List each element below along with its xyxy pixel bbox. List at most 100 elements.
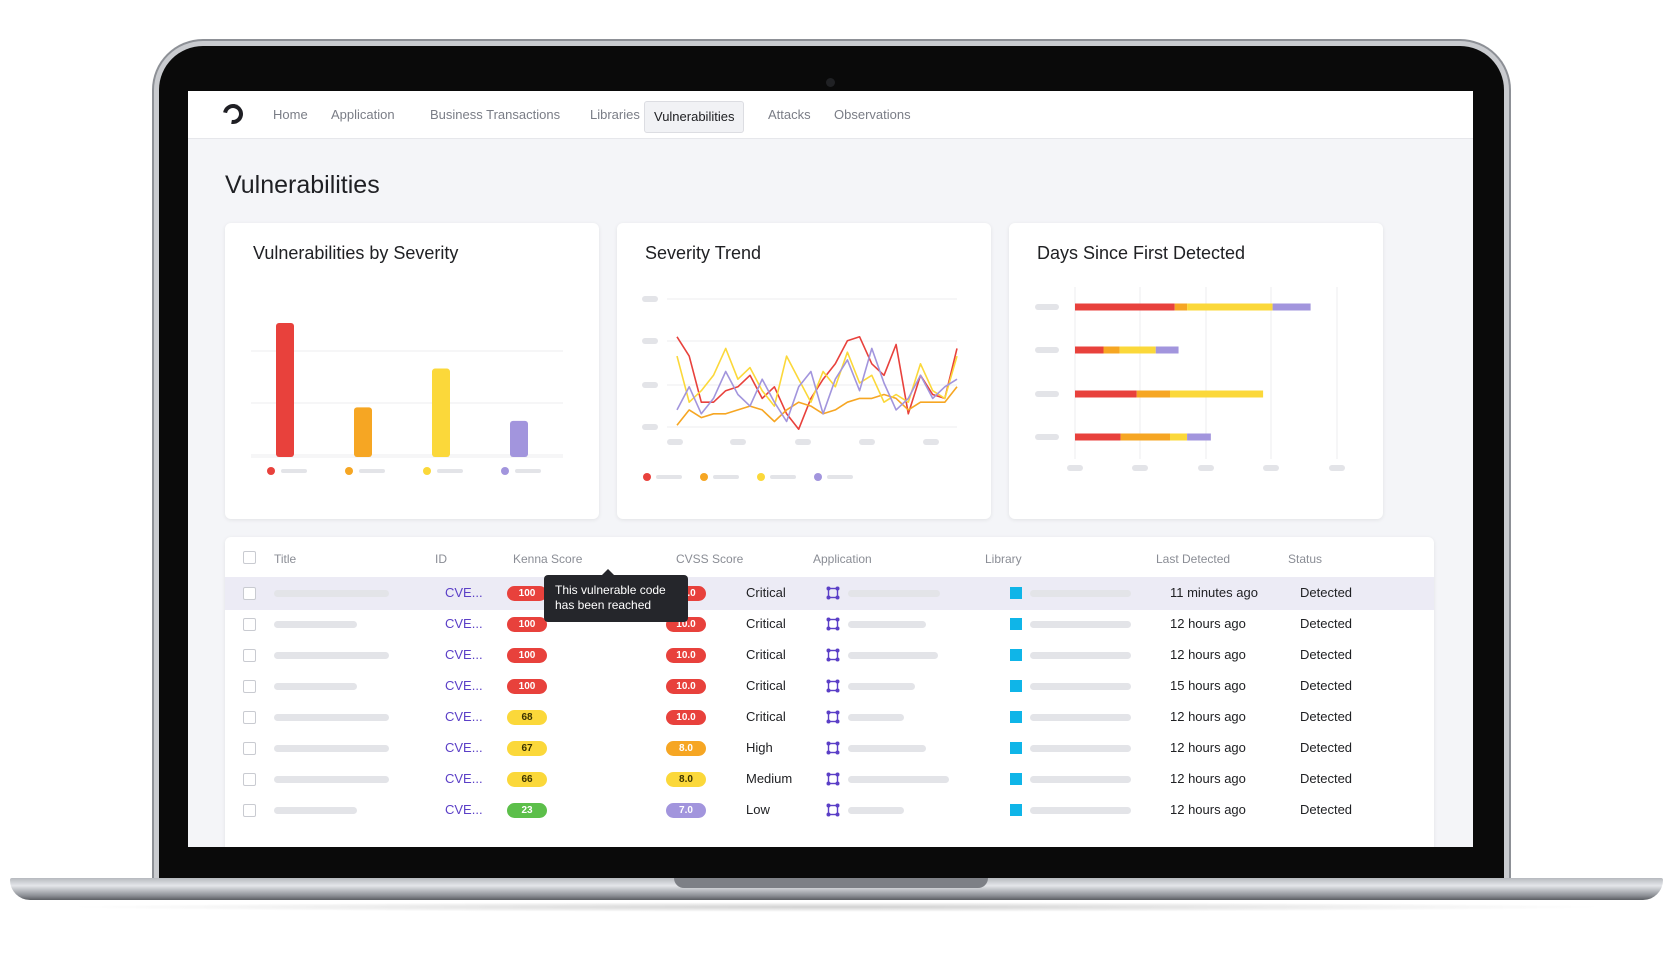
title-placeholder xyxy=(274,590,389,597)
legend-dot xyxy=(501,467,509,475)
table-row[interactable]: CVE... 68 10.0 Critical 12 hours ago Detected xyxy=(225,701,1434,734)
stacked-bar-segment xyxy=(1174,303,1188,311)
x-tick-placeholder xyxy=(667,439,683,445)
last-detected-text: 12 hours ago xyxy=(1170,740,1246,755)
last-detected-text: 11 minutes ago xyxy=(1170,585,1258,600)
severity-label: Critical xyxy=(746,585,786,600)
severity-label: Low xyxy=(746,802,770,817)
nav-libraries[interactable]: Libraries xyxy=(590,107,640,122)
library-placeholder xyxy=(1030,590,1131,597)
select-all-checkbox[interactable] xyxy=(243,551,256,564)
cve-id-link[interactable]: CVE... xyxy=(445,740,483,755)
row-checkbox[interactable] xyxy=(243,618,256,631)
stacked-bar-segment xyxy=(1075,433,1121,441)
table-row[interactable]: CVE... 100 10.0 Critical 12 hours ago Detecte… xyxy=(225,639,1434,672)
cve-id-link[interactable]: CVE... xyxy=(445,585,483,600)
cve-id-link[interactable]: CVE... xyxy=(445,709,483,724)
legend-label-placeholder xyxy=(437,469,463,473)
table-row[interactable]: CVE... 23 7.0 Low 12 hours ago Detected xyxy=(225,794,1434,827)
legend-dot xyxy=(814,473,822,481)
title-placeholder xyxy=(274,652,389,659)
cvss-score-badge: 10.0 xyxy=(666,679,706,694)
app-screen: Home Application Business Transactions L… xyxy=(188,91,1473,847)
library-icon xyxy=(1010,587,1022,599)
y-tick-placeholder xyxy=(1035,347,1059,353)
row-checkbox[interactable] xyxy=(243,773,256,786)
reached-tooltip: This vulnerable code has been reached xyxy=(544,569,688,622)
cve-id-link[interactable]: CVE... xyxy=(445,678,483,693)
x-tick-placeholder xyxy=(1198,465,1214,471)
stacked-bar-segment xyxy=(1187,303,1273,311)
kenna-score-badge: 68 xyxy=(507,710,547,725)
application-icon xyxy=(826,710,840,724)
y-tick-placeholder xyxy=(1035,434,1059,440)
app-logo[interactable] xyxy=(219,100,247,128)
y-tick-placeholder xyxy=(1035,304,1059,310)
nav-business-transactions[interactable]: Business Transactions xyxy=(430,107,561,122)
nav-vulnerabilities[interactable]: Vulnerabilities xyxy=(644,101,745,133)
cvss-score-badge: 10.0 xyxy=(666,648,706,663)
status-text: Detected xyxy=(1300,616,1353,631)
trend-series-line xyxy=(676,386,958,426)
kenna-score-badge: 100 xyxy=(507,586,547,601)
table-row[interactable]: CVE... 67 8.0 High 12 hours ago Detected xyxy=(225,732,1434,765)
y-tick-placeholder xyxy=(642,382,658,388)
title-placeholder xyxy=(274,776,389,783)
cve-id-link[interactable]: CVE... xyxy=(445,616,483,631)
col-id[interactable]: ID xyxy=(435,552,447,566)
trend-card: Severity Trend xyxy=(617,223,991,519)
col-last-detected[interactable]: Last Detected xyxy=(1156,552,1231,566)
table-row[interactable]: CVE... 100 10.0 Critical 15 hours ago Detecte… xyxy=(225,670,1434,703)
library-icon xyxy=(1010,618,1022,630)
col-kenna-score[interactable]: Kenna Score xyxy=(513,552,583,566)
legend-label-placeholder xyxy=(770,475,796,479)
col-status[interactable]: Status xyxy=(1288,552,1323,566)
severity-label: Medium xyxy=(746,771,793,786)
x-tick-placeholder xyxy=(1263,465,1279,471)
vulnerabilities-table: Title ID Kenna Score CVSS Score Applicat… xyxy=(225,537,1434,847)
days-detected-chart xyxy=(1035,287,1345,471)
cve-id-link[interactable]: CVE... xyxy=(445,771,483,786)
stacked-bar-segment xyxy=(1170,390,1264,398)
cve-id-link[interactable]: CVE... xyxy=(445,802,483,817)
top-navigation: Home Application Business Transactions L… xyxy=(188,91,1473,139)
tooltip-arrow xyxy=(602,569,614,575)
kenna-score-badge: 66 xyxy=(507,772,547,787)
last-detected-text: 15 hours ago xyxy=(1170,678,1246,693)
nav-attacks[interactable]: Attacks xyxy=(768,107,811,122)
col-application[interactable]: Application xyxy=(813,552,872,566)
x-tick-placeholder xyxy=(730,439,746,445)
row-checkbox[interactable] xyxy=(243,649,256,662)
severity-label: High xyxy=(746,740,773,755)
legend-label-placeholder xyxy=(359,469,385,473)
application-icon xyxy=(826,741,840,755)
row-checkbox[interactable] xyxy=(243,742,256,755)
cve-id-link[interactable]: CVE... xyxy=(445,647,483,662)
table-row[interactable]: CVE... 100 10.0 Critical 12 hours ago Detecte… xyxy=(225,608,1434,641)
severity-bar xyxy=(510,420,528,457)
title-placeholder xyxy=(274,621,357,628)
nav-home[interactable]: Home xyxy=(273,107,308,122)
table-row[interactable]: CVE... 66 8.0 Medium 12 hours ago Detected xyxy=(225,763,1434,796)
days-card: Days Since First Detected xyxy=(1009,223,1383,519)
col-title[interactable]: Title xyxy=(274,552,297,566)
library-icon xyxy=(1010,649,1022,661)
row-checkbox[interactable] xyxy=(243,804,256,817)
application-icon xyxy=(826,586,840,600)
legend-dot xyxy=(757,473,765,481)
title-placeholder xyxy=(274,745,389,752)
row-checkbox[interactable] xyxy=(243,587,256,600)
row-checkbox[interactable] xyxy=(243,711,256,724)
y-tick-placeholder xyxy=(1035,391,1059,397)
row-checkbox[interactable] xyxy=(243,680,256,693)
application-icon xyxy=(826,617,840,631)
nav-application[interactable]: Application xyxy=(331,107,395,122)
library-icon xyxy=(1010,773,1022,785)
trend-series-line xyxy=(676,347,958,423)
col-library[interactable]: Library xyxy=(985,552,1022,566)
library-placeholder xyxy=(1030,683,1131,690)
col-cvss-score[interactable]: CVSS Score xyxy=(676,552,744,566)
cvss-score-badge: 10.0 xyxy=(666,710,706,725)
nav-observations[interactable]: Observations xyxy=(834,107,911,122)
